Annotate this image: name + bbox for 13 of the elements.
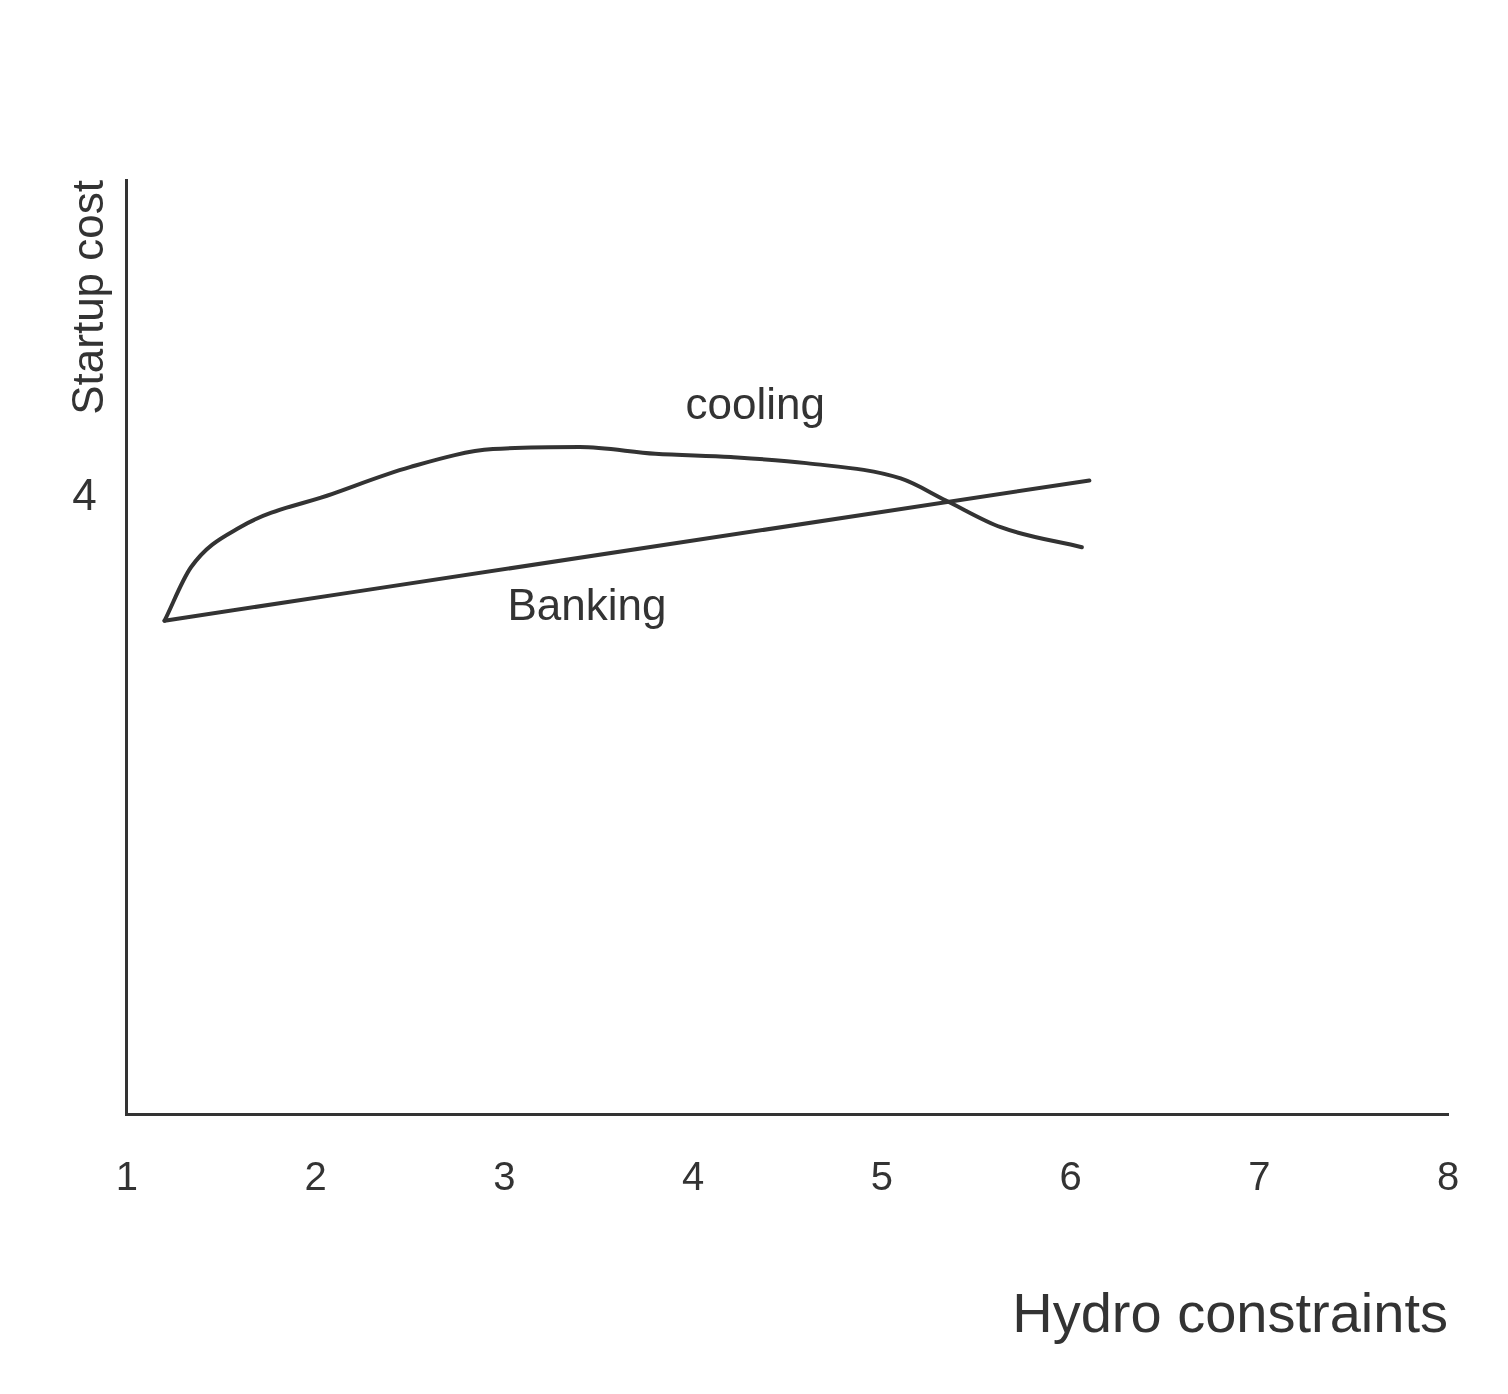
x-tick-label: 8 (1436, 1153, 1460, 1198)
x-tick-label: 7 (1248, 1153, 1271, 1198)
text: 4 (72, 469, 97, 519)
series-label: Banking (507, 579, 667, 629)
x-tick-label: 6 (1059, 1153, 1082, 1198)
x-tick-label: 4 (681, 1153, 705, 1198)
x-tick-label: 5 (870, 1153, 893, 1198)
x-tick-label: 1 (115, 1153, 138, 1198)
x-tick-label: 2 (304, 1153, 327, 1198)
x-axis-title: Hydro constraints (1012, 1280, 1448, 1344)
series-label: cooling (685, 378, 825, 428)
x-tick-label: 3 (493, 1153, 516, 1198)
y-axis-title: Startup cost (62, 180, 112, 415)
